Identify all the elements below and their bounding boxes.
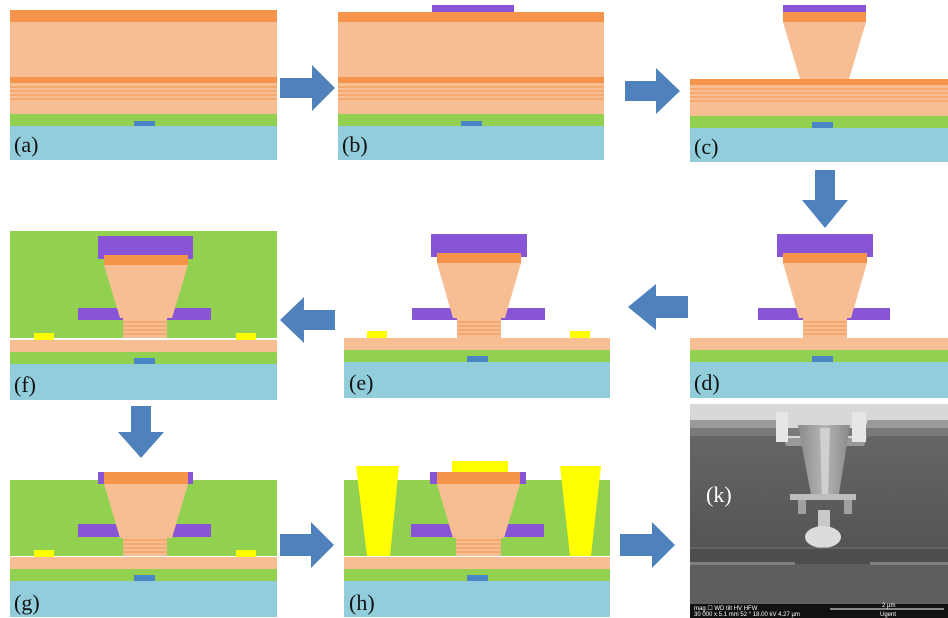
arrow-a-to-b-icon (280, 65, 335, 111)
arrow-c-to-d-icon (802, 170, 848, 228)
arrow-f-to-g-icon (118, 406, 164, 458)
sem-info-line2: 30 000 x 5.1 mm 52 ° 18.00 kV 4.27 µm (694, 612, 800, 618)
sem-brand: Ugent (880, 612, 896, 618)
sem-scale-label: 2 µm (882, 603, 895, 609)
panel-e-label: (e) (349, 370, 373, 395)
panel-c: (c) (690, 5, 948, 162)
panel-c-label: (c) (694, 134, 718, 159)
panel-d-label: (d) (694, 370, 720, 395)
panel-e: (e) (344, 234, 610, 398)
panel-g: (g) (10, 472, 277, 617)
arrow-e-to-f-icon (280, 297, 335, 343)
arrow-b-to-c-icon (625, 68, 680, 114)
panel-k-label: (k) (706, 482, 732, 507)
panel-f-label: (f) (14, 372, 36, 397)
panel-d: (d) (690, 234, 948, 398)
sem-info-line1: mag ☐ WD tilt HV HFW (694, 605, 758, 612)
panel-f: (f) (10, 231, 277, 400)
panel-b-label: (b) (342, 132, 368, 157)
panel-h-label: (h) (349, 590, 375, 615)
panel-a: (a) (10, 10, 277, 160)
panel-b: (b) (338, 5, 604, 160)
arrow-h-to-k-icon (620, 522, 675, 568)
panel-g-label: (g) (14, 590, 40, 615)
panel-k-sem-image: mag ☐ WD tilt HV HFW 30 000 x 5.1 mm 52 … (690, 404, 948, 618)
arrow-d-to-e-icon (628, 284, 688, 330)
arrow-g-to-h-icon (280, 522, 334, 568)
panel-h: (h) (344, 461, 610, 617)
panel-a-label: (a) (14, 132, 38, 157)
